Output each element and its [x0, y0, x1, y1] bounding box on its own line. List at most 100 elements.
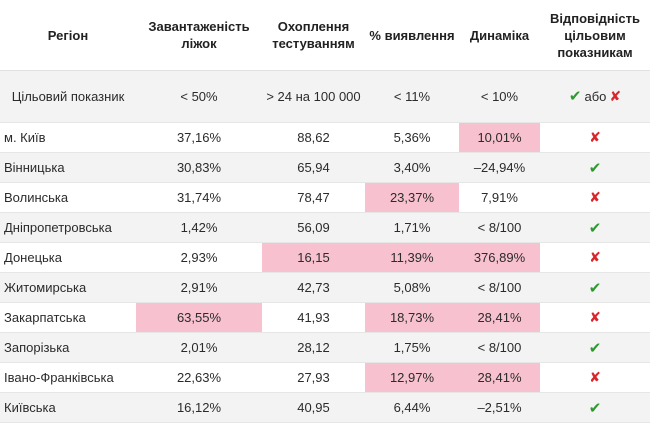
cell-compliance: ✘: [540, 122, 650, 153]
table-row: Івано-Франківська 22,63% 27,93 12,97% 28,41%…: [0, 362, 650, 393]
cell-detection: 18,73%: [365, 302, 459, 333]
cell-testing: 40,95: [262, 392, 365, 423]
cell-region: м. Київ: [0, 122, 136, 153]
check-icon: ✔: [568, 88, 582, 105]
cell-compliance: ✔: [540, 212, 650, 243]
cell-dynamics: 28,41%: [459, 362, 540, 393]
table-row: м. Київ 37,16% 88,62 5,36% 10,01% ✘: [0, 122, 650, 153]
header-testing: Охоплення тестуванням: [262, 0, 365, 71]
cell-detection: 3,40%: [365, 152, 459, 183]
cell-compliance: ✘: [540, 302, 650, 333]
check-icon: ✔: [588, 159, 602, 177]
target-beds: < 50%: [136, 70, 262, 123]
cross-icon: ✘: [589, 369, 601, 385]
header-region: Регіон: [0, 0, 136, 71]
target-label: Цільовий показник: [0, 70, 136, 123]
table-row: Волинська 31,74% 78,47 23,37% 7,91% ✘: [0, 182, 650, 213]
cell-testing: 28,12: [262, 332, 365, 363]
target-row: Цільовий показник < 50% > 24 на 100 000 …: [0, 70, 650, 123]
cell-region: Івано-Франківська: [0, 362, 136, 393]
table-body: Цільовий показник < 50% > 24 на 100 000 …: [0, 70, 650, 423]
cell-testing: 65,94: [262, 152, 365, 183]
cell-dynamics: 10,01%: [459, 122, 540, 153]
cell-region: Дніпропетровська: [0, 212, 136, 243]
cell-dynamics: < 8/100: [459, 212, 540, 243]
cell-testing: 16,15: [262, 242, 365, 273]
header-beds: Завантаженість ліжок: [136, 0, 262, 71]
cell-detection: 12,97%: [365, 362, 459, 393]
cell-dynamics: < 8/100: [459, 272, 540, 303]
cell-testing: 41,93: [262, 302, 365, 333]
cell-beds: 16,12%: [136, 392, 262, 423]
cell-region: Закарпатська: [0, 302, 136, 333]
cell-compliance: ✔: [540, 272, 650, 303]
cell-beds: 31,74%: [136, 182, 262, 213]
check-icon: ✔: [588, 399, 602, 417]
cross-icon: ✘: [589, 189, 601, 205]
cross-icon: ✘: [609, 88, 622, 104]
or-label: або: [584, 89, 607, 104]
cross-icon: ✘: [589, 309, 601, 325]
cell-detection: 1,71%: [365, 212, 459, 243]
table-row: Закарпатська 63,55% 41,93 18,73% 28,41% ✘: [0, 302, 650, 333]
covid-indicators-table: Регіон Завантаженість ліжок Охоплення те…: [0, 0, 650, 423]
cell-beds: 37,16%: [136, 122, 262, 153]
table-row: Житомирська 2,91% 42,73 5,08% < 8/100 ✔: [0, 272, 650, 303]
target-dynamics: < 10%: [459, 70, 540, 123]
cell-region: Запорізька: [0, 332, 136, 363]
cell-testing: 27,93: [262, 362, 365, 393]
cell-testing: 88,62: [262, 122, 365, 153]
target-detection: < 11%: [365, 70, 459, 123]
cell-beds: 2,01%: [136, 332, 262, 363]
table-header: Регіон Завантаженість ліжок Охоплення те…: [0, 0, 650, 71]
cross-icon: ✘: [589, 129, 601, 145]
cell-region: Волинська: [0, 182, 136, 213]
cell-region: Київська: [0, 392, 136, 423]
cell-beds: 2,93%: [136, 242, 262, 273]
cell-detection: 5,36%: [365, 122, 459, 153]
cell-dynamics: < 8/100: [459, 332, 540, 363]
header-row: Регіон Завантаженість ліжок Охоплення те…: [0, 0, 650, 71]
table-row: Запорізька 2,01% 28,12 1,75% < 8/100 ✔: [0, 332, 650, 363]
table-row: Донецька 2,93% 16,15 11,39% 376,89% ✘: [0, 242, 650, 273]
cell-region: Житомирська: [0, 272, 136, 303]
cell-testing: 78,47: [262, 182, 365, 213]
check-icon: ✔: [588, 279, 602, 297]
check-icon: ✔: [588, 339, 602, 357]
cell-compliance: ✔: [540, 332, 650, 363]
cell-compliance: ✘: [540, 242, 650, 273]
cell-beds: 22,63%: [136, 362, 262, 393]
cell-dynamics: 7,91%: [459, 182, 540, 213]
table-row: Київська 16,12% 40,95 6,44% –2,51% ✔: [0, 392, 650, 423]
cell-testing: 42,73: [262, 272, 365, 303]
cell-detection: 11,39%: [365, 242, 459, 273]
target-compliance: ✔ або ✘: [540, 70, 650, 123]
cell-beds: 63,55%: [136, 302, 262, 333]
cell-dynamics: –2,51%: [459, 392, 540, 423]
header-detection: % виявлення: [365, 0, 459, 71]
cell-detection: 1,75%: [365, 332, 459, 363]
cell-beds: 30,83%: [136, 152, 262, 183]
table-row: Вінницька 30,83% 65,94 3,40% –24,94% ✔: [0, 152, 650, 183]
table-row: Дніпропетровська 1,42% 56,09 1,71% < 8/100 ✔: [0, 212, 650, 243]
cross-icon: ✘: [589, 249, 601, 265]
cell-compliance: ✔: [540, 392, 650, 423]
cell-region: Вінницька: [0, 152, 136, 183]
cell-dynamics: 376,89%: [459, 242, 540, 273]
cell-region: Донецька: [0, 242, 136, 273]
cell-detection: 23,37%: [365, 182, 459, 213]
cell-testing: 56,09: [262, 212, 365, 243]
cell-compliance: ✔: [540, 152, 650, 183]
cell-detection: 5,08%: [365, 272, 459, 303]
cell-dynamics: –24,94%: [459, 152, 540, 183]
cell-dynamics: 28,41%: [459, 302, 540, 333]
header-dynamics: Динаміка: [459, 0, 540, 71]
target-testing: > 24 на 100 000: [262, 70, 365, 123]
check-icon: ✔: [588, 219, 602, 237]
cell-detection: 6,44%: [365, 392, 459, 423]
cell-beds: 2,91%: [136, 272, 262, 303]
cell-compliance: ✘: [540, 362, 650, 393]
header-compliance: Відповідність цільовим показникам: [540, 0, 650, 71]
cell-beds: 1,42%: [136, 212, 262, 243]
cell-compliance: ✘: [540, 182, 650, 213]
